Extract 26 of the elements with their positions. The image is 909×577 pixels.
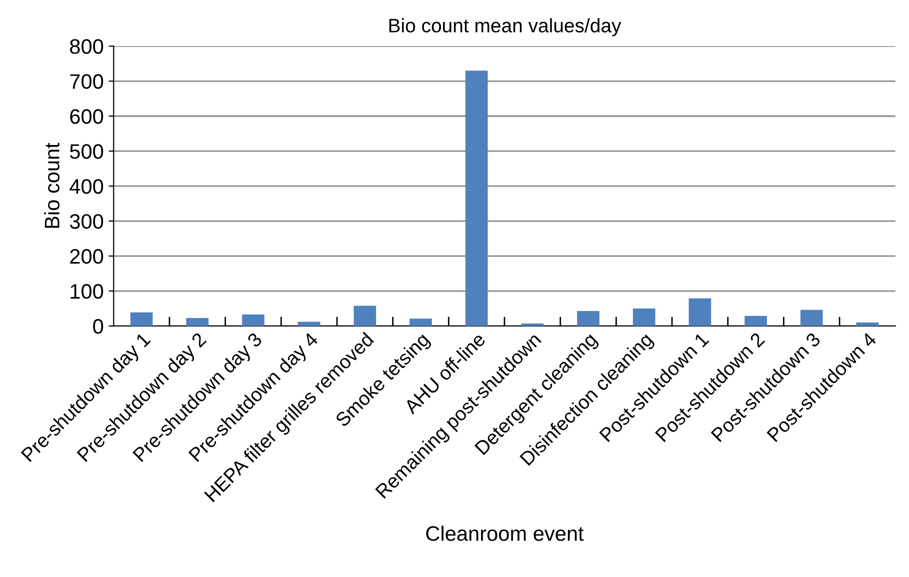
y-tick-label: 700 <box>70 74 104 89</box>
y-tick-label: 300 <box>70 214 104 229</box>
bar <box>521 324 544 326</box>
bar <box>744 316 767 326</box>
x-axis-title: Cleanroom event <box>426 526 584 541</box>
bar <box>410 318 432 326</box>
bar <box>130 312 153 326</box>
bar <box>186 318 209 326</box>
bar <box>632 308 656 326</box>
y-tick-label: 200 <box>70 249 104 264</box>
bar <box>465 70 488 326</box>
bar <box>800 310 823 326</box>
y-tick-label: 800 <box>70 39 104 54</box>
chart-title: Bio count mean values/day <box>389 18 622 36</box>
bar <box>298 322 320 326</box>
bar <box>688 298 712 326</box>
bar <box>856 322 879 326</box>
y-tick-label: 400 <box>70 179 104 194</box>
bar <box>354 306 376 326</box>
y-tick-label: 500 <box>70 144 104 159</box>
y-tick-label: 100 <box>70 284 104 299</box>
y-tick-label: 0 <box>93 319 104 334</box>
y-axis-title: Bio count <box>44 142 60 228</box>
bar <box>242 314 264 326</box>
y-tick-label: 600 <box>70 109 104 124</box>
bar <box>577 310 600 326</box>
